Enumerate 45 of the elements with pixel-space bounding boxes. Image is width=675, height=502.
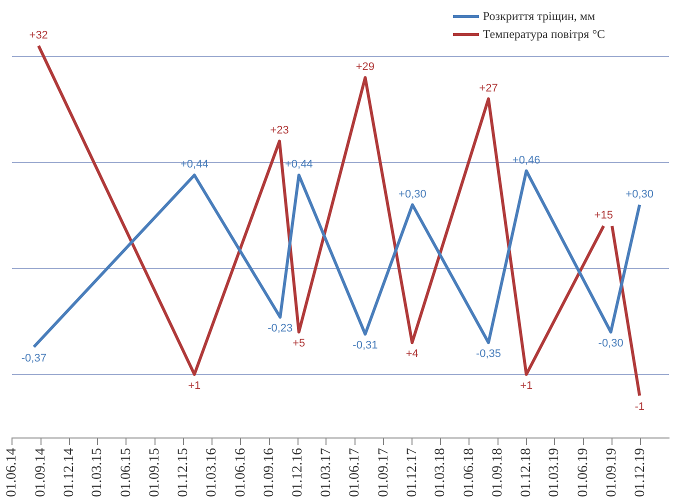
data-label: -0,31 xyxy=(352,340,378,352)
data-label: +0,30 xyxy=(398,188,426,200)
x-tick-label: 01.06.17 xyxy=(348,448,363,497)
x-tick-label: 01.09.19 xyxy=(604,448,620,497)
data-label: -0,35 xyxy=(476,348,502,360)
data-label: +1 xyxy=(520,380,533,392)
x-tick-label: 01.09.16 xyxy=(262,448,278,497)
x-tick-label: 01.03.17 xyxy=(318,448,334,497)
legend-label: Розкриття тріщин, мм xyxy=(482,9,596,24)
x-tick-label: 01.06.15 xyxy=(118,448,134,497)
data-label: +32 xyxy=(29,29,48,42)
data-label: +0,44 xyxy=(284,158,313,171)
x-tick-label: 01.12.16 xyxy=(290,448,306,497)
data-label: -0,37 xyxy=(21,352,46,364)
x-tick-label: 01.09.14 xyxy=(33,448,48,497)
x-tick-label: 01.06.14 xyxy=(4,448,20,497)
x-tick-label: 01.06.16 xyxy=(233,448,248,497)
data-label: +0,30 xyxy=(626,188,654,200)
x-tick-label: 01.09.18 xyxy=(490,448,506,497)
data-label: +29 xyxy=(356,61,375,74)
x-tick-label: 01.12.15 xyxy=(176,448,192,497)
data-label: -0,30 xyxy=(598,338,624,350)
x-tick-label: 01.06.18 xyxy=(462,448,477,497)
x-tick-label: 01.09.15 xyxy=(148,448,163,497)
data-label: +15 xyxy=(594,210,613,222)
data-label: -0,23 xyxy=(268,322,293,335)
data-label: +0,44 xyxy=(180,158,208,171)
data-label: +0,46 xyxy=(512,154,540,166)
data-label: +4 xyxy=(406,348,418,360)
data-label: -1 xyxy=(634,401,644,414)
x-tick-label: 01.03.16 xyxy=(204,448,220,497)
x-tick-label: 01.12.18 xyxy=(519,448,534,497)
x-tick-label: 01.03.19 xyxy=(547,448,562,497)
data-label: +1 xyxy=(188,380,201,392)
x-tick-label: 01.03.18 xyxy=(432,448,448,497)
x-tick-label: 01.09.17 xyxy=(376,448,392,497)
legend-label: Температура повітря °C xyxy=(482,27,605,42)
data-label: +27 xyxy=(479,82,498,94)
data-label: +5 xyxy=(292,338,306,350)
x-tick-label: 01.12.17 xyxy=(404,448,420,497)
x-tick-label: 01.12.19 xyxy=(633,448,648,497)
x-tick-label: 01.03.15 xyxy=(90,448,106,497)
x-tick-label: 01.12.14 xyxy=(62,448,77,497)
data-label: +23 xyxy=(270,124,289,137)
x-tick-label: 01.06.19 xyxy=(576,448,591,497)
